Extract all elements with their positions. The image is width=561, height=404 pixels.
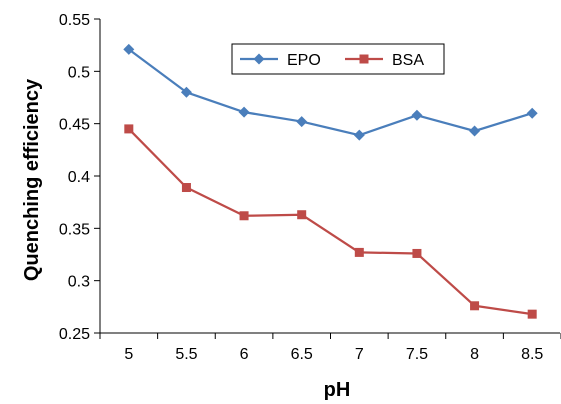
y-tick-label: 0.5 <box>68 64 90 81</box>
data-point-epo <box>353 129 365 141</box>
legend: EPO BSA <box>231 43 445 75</box>
legend-items: EPO BSA <box>240 52 424 69</box>
x-axis-title: pH <box>324 379 351 401</box>
data-point-bsa <box>297 210 307 220</box>
plot-area <box>123 43 538 319</box>
y-tick-label: 0.45 <box>59 117 90 134</box>
y-tick-label: 0.4 <box>68 169 90 186</box>
data-point-epo <box>469 125 481 137</box>
data-point-bsa <box>354 247 364 257</box>
data-point-epo <box>526 107 538 119</box>
data-point-epo <box>411 109 423 121</box>
data-point-epo <box>296 116 308 128</box>
legend-item-epo: EPO <box>240 52 321 69</box>
y-axis-ticks: 0.25 0.3 0.35 0.4 0.45 0.5 0.55 <box>59 12 100 343</box>
series-bsa <box>124 124 537 319</box>
series-line-epo <box>128 48 533 137</box>
x-axis-ticks: 5 5.5 6 6.5 7 7.5 8 8.5 <box>99 333 561 363</box>
series-epo <box>123 43 538 141</box>
y-tick-label: 0.3 <box>68 274 90 291</box>
x-tick-label: 6.5 <box>291 346 313 363</box>
x-tick-label: 8 <box>470 346 479 363</box>
x-tick-label: 6 <box>240 346 249 363</box>
y-axis-title: Quenching efficiency <box>21 78 43 281</box>
data-point-bsa <box>527 309 537 319</box>
data-point-epo <box>238 106 250 118</box>
data-point-bsa <box>181 183 191 193</box>
x-tick-label: 5 <box>124 346 133 363</box>
legend-item-bsa: BSA <box>345 52 424 69</box>
x-tick-label: 7 <box>355 346 364 363</box>
data-point-epo <box>180 86 192 98</box>
data-point-bsa <box>412 248 422 258</box>
data-point-bsa <box>124 124 134 134</box>
legend-marker-bsa <box>359 54 369 64</box>
y-tick-label: 0.35 <box>59 221 90 238</box>
series-line-bsa <box>128 128 533 316</box>
x-tick-label: 7.5 <box>406 346 428 363</box>
legend-label-bsa: BSA <box>392 52 424 69</box>
y-tick-label: 0.55 <box>59 12 90 29</box>
legend-marker-epo <box>253 53 265 65</box>
data-point-bsa <box>470 301 480 311</box>
y-tick-label: 0.25 <box>59 326 90 343</box>
data-point-bsa <box>239 211 249 221</box>
data-point-epo <box>123 43 135 55</box>
x-tick-label: 8.5 <box>521 346 543 363</box>
x-tick-label: 5.5 <box>175 346 197 363</box>
legend-label-epo: EPO <box>287 52 321 69</box>
